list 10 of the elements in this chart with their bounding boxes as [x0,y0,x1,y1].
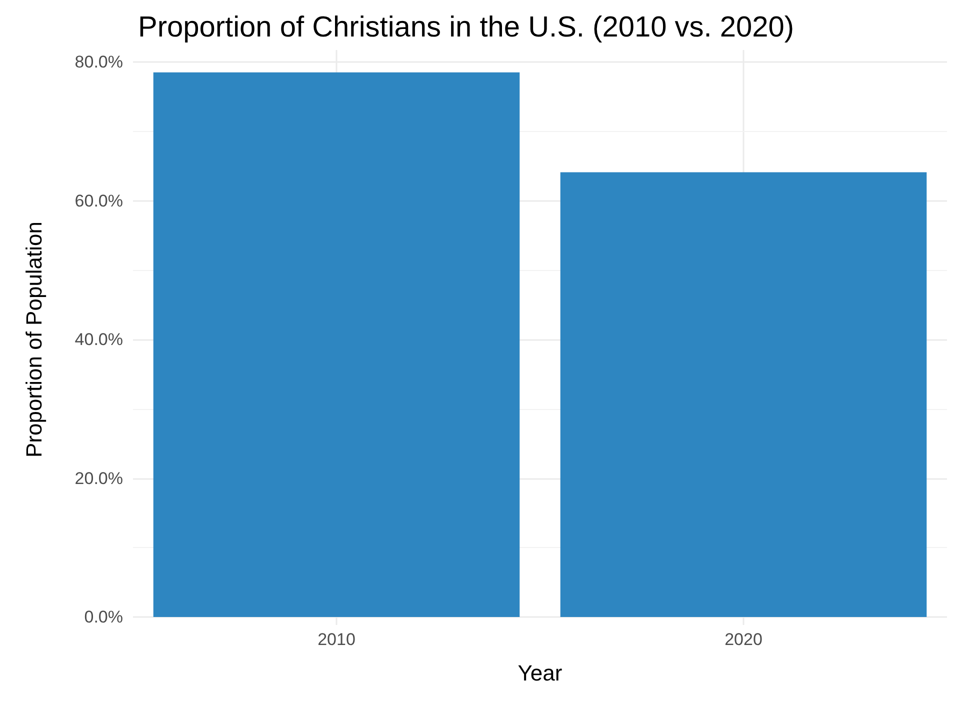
y-tick-label: 0.0% [84,608,123,626]
chart-title: Proportion of Christians in the U.S. (2010 vs. 2020) [138,12,794,44]
x-tick-label: 2020 [724,630,762,649]
y-tick-label: 40.0% [74,330,123,349]
y-tick-label: 20.0% [74,468,123,488]
x-tick-label: 2010 [318,630,356,649]
y-tick-label: 80.0% [74,52,123,72]
y-tick-label: 60.0% [74,191,123,210]
y-axis-title: Proportion of Population [22,221,46,458]
x-axis-title: Year [518,660,562,686]
